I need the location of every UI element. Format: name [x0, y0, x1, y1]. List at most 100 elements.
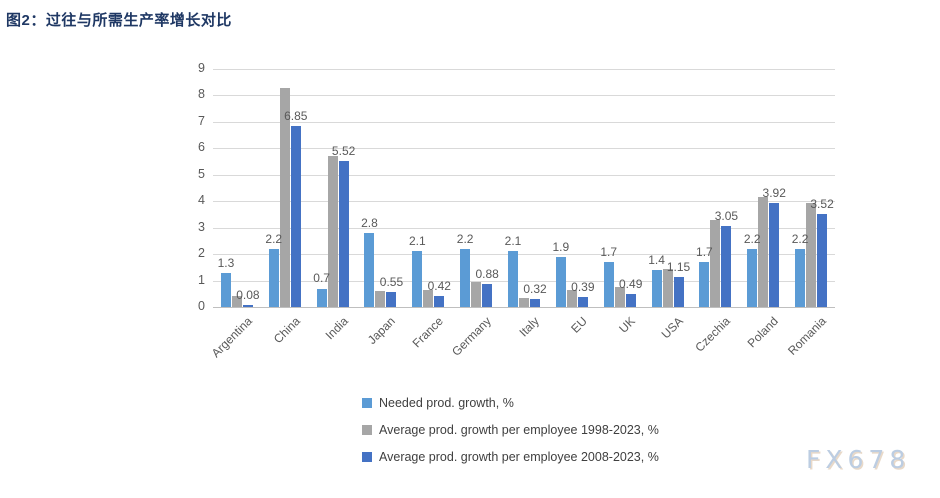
figure-title: 图2：过往与所需生产率增长对比: [6, 12, 232, 29]
bar[interactable]: [279, 87, 290, 307]
chart-legend: Needed prod. growth, % Average prod. grow…: [362, 389, 659, 470]
bar-value-label: 1.7: [600, 245, 618, 260]
bar[interactable]: [460, 248, 471, 307]
bar[interactable]: [471, 281, 482, 307]
bar-group: [500, 69, 548, 307]
bar[interactable]: [231, 296, 242, 307]
bar[interactable]: [338, 161, 349, 307]
bar-value-label: 1.9: [552, 239, 570, 254]
legend-swatch-icon: [362, 424, 372, 435]
bar-group: [548, 69, 596, 307]
bar[interactable]: [577, 296, 588, 307]
gridline: [213, 254, 835, 256]
gridline: [213, 174, 835, 176]
bar[interactable]: [555, 256, 566, 307]
bar-value-label: 1.4: [648, 252, 665, 267]
x-axis-category-label: Romania: [785, 314, 829, 358]
bar-group: [644, 69, 692, 307]
bar[interactable]: [529, 298, 540, 307]
bar[interactable]: [673, 276, 684, 307]
bar[interactable]: [806, 202, 817, 307]
bar[interactable]: [434, 295, 445, 307]
bar[interactable]: [316, 288, 327, 307]
bar-value-label: 3.52: [810, 196, 834, 211]
bar[interactable]: [651, 269, 662, 307]
x-axis-category-label: China: [270, 314, 303, 347]
bar[interactable]: [614, 286, 625, 307]
bar[interactable]: [268, 248, 279, 307]
bar-value-label: 0.39: [571, 279, 595, 294]
bar-value-label: 0.49: [619, 277, 643, 292]
bar-value-label: 0.32: [523, 281, 547, 296]
bar-group: [261, 69, 309, 307]
bar-value-label: 1.15: [666, 259, 691, 274]
x-axis-category-label: India: [322, 314, 351, 343]
bar[interactable]: [721, 226, 732, 307]
legend-label: Average prod. growth per employee 1998-2…: [379, 422, 659, 437]
bar-value-label: 2.1: [504, 234, 522, 249]
bar-value-label: 3.92: [762, 186, 786, 201]
bar[interactable]: [758, 197, 769, 307]
bar-value-label: 5.52: [331, 144, 356, 159]
bar[interactable]: [290, 125, 301, 307]
bar[interactable]: [364, 232, 375, 307]
legend-swatch-icon: [362, 397, 372, 408]
bar[interactable]: [566, 290, 577, 307]
x-axis-category-label: Poland: [744, 314, 782, 351]
bar[interactable]: [769, 203, 780, 307]
y-axis-tick-label: 8: [198, 87, 205, 102]
gridline: [213, 201, 835, 203]
bar-value-label: 1.3: [217, 255, 235, 270]
bar[interactable]: [817, 213, 828, 307]
bar[interactable]: [603, 262, 614, 307]
bar-group: [787, 69, 835, 307]
legend-item[interactable]: Average prod. growth per employee 1998-2…: [362, 416, 659, 443]
plot-area: 1.3 0.08 2.2 6.85 0.7 5.52 2.8 0.55 2.1 0.42 2.2 0.…: [213, 69, 835, 308]
bar-value-label: 0.08: [236, 287, 260, 302]
y-axis-tick-label: 1: [198, 272, 205, 287]
y-axis-tick-label: 3: [198, 219, 205, 234]
bar-value-label: 2.2: [456, 231, 474, 246]
bar[interactable]: [507, 251, 518, 307]
legend-item[interactable]: Average prod. growth per employee 2008-2…: [362, 443, 659, 470]
gridline: [213, 121, 835, 123]
bar-group: [309, 69, 357, 307]
bar-value-label: 0.88: [475, 266, 499, 281]
bar-value-label: 2.1: [408, 234, 426, 249]
legend-item[interactable]: Needed prod. growth, %: [362, 389, 659, 416]
bar-value-label: 0.55: [379, 275, 404, 290]
bar[interactable]: [710, 219, 721, 307]
bar[interactable]: [220, 272, 231, 307]
gridline: [213, 148, 835, 150]
y-axis-tick-label: 7: [198, 113, 205, 128]
bar[interactable]: [625, 294, 636, 307]
bar[interactable]: [662, 268, 673, 307]
y-axis-tick-label: 4: [198, 193, 205, 208]
bar[interactable]: [518, 297, 529, 307]
bar[interactable]: [747, 248, 758, 307]
bar-value-label: 3.05: [714, 209, 739, 224]
x-axis-category-label: Argentina: [208, 314, 255, 361]
bar-group: [596, 69, 644, 307]
legend-label: Needed prod. growth, %: [379, 395, 514, 410]
bar-group: [404, 69, 452, 307]
bar[interactable]: [386, 292, 397, 307]
bar[interactable]: [699, 262, 710, 307]
bar[interactable]: [482, 283, 493, 307]
bar[interactable]: [795, 248, 806, 307]
gridline: [213, 95, 835, 97]
bar-group: [691, 69, 739, 307]
bar[interactable]: [375, 290, 386, 307]
y-axis-tick-label: 0: [198, 299, 205, 313]
y-axis-tick-label: 6: [198, 140, 205, 155]
watermark: FX678: [806, 445, 911, 474]
bar-value-label: 0.7: [313, 271, 330, 286]
gridline: [213, 307, 835, 308]
bar[interactable]: [423, 289, 434, 307]
bar[interactable]: [242, 304, 253, 307]
bar[interactable]: [412, 251, 423, 307]
bar[interactable]: [327, 156, 338, 307]
y-axis-tick-label: 5: [198, 166, 205, 181]
bar-value-label: 6.85: [284, 108, 308, 123]
